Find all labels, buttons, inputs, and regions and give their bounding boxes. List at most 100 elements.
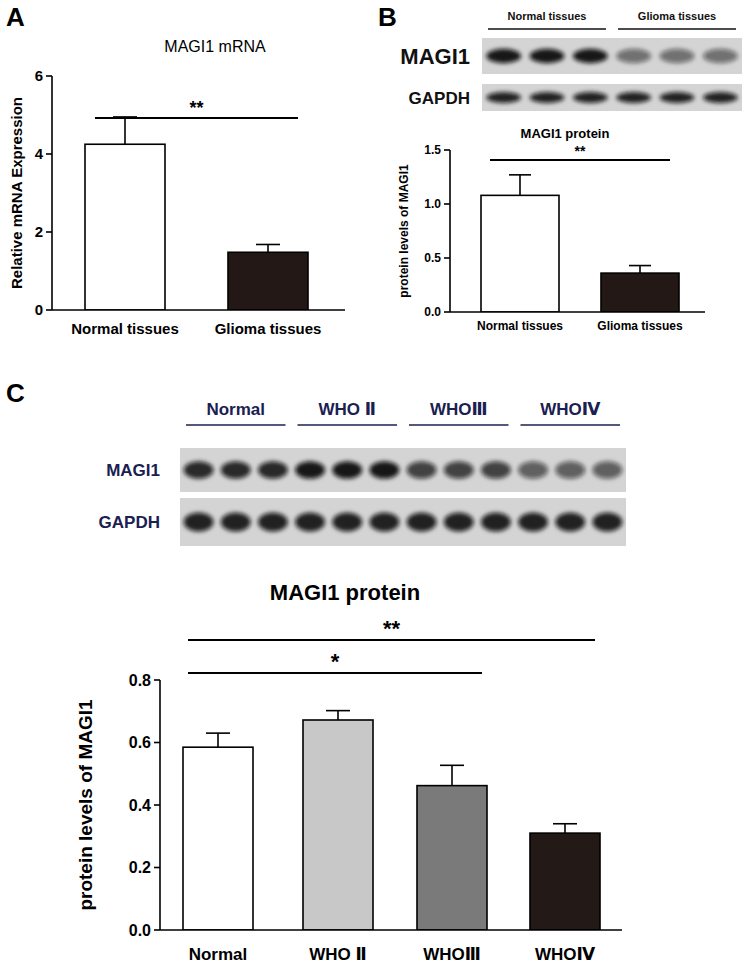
panel-letter: B: [378, 2, 397, 32]
x-tick-label: WHOⅢ: [423, 945, 481, 964]
bar-chart: CMAGI1 proteinprotein levels of MAGI10.0…: [6, 378, 622, 964]
error-stem: [519, 175, 521, 196]
magi1-band: [486, 49, 521, 63]
significance-label: *: [331, 649, 340, 674]
x-tick-label: Normal tissues: [71, 320, 179, 337]
blot-group-line: [521, 424, 621, 426]
significance-label: **: [575, 143, 586, 159]
y-tick: [154, 867, 160, 869]
error-cap: [509, 174, 531, 176]
error-cap: [326, 710, 350, 712]
magi1-band: [530, 49, 565, 63]
magi1-band: [660, 49, 695, 63]
magi1-band: [616, 49, 651, 63]
gapdh-band: [444, 512, 474, 531]
error-stem: [217, 733, 219, 747]
y-tick: [46, 75, 52, 77]
blot-group-label: Normal tissues: [508, 10, 587, 22]
y-tick: [444, 311, 450, 313]
gapdh-band: [221, 512, 251, 531]
error-cap: [206, 732, 230, 734]
bar-chart: AMAGI1 mRNARelative mRNA Expression0246N…: [6, 2, 345, 337]
error-stem: [124, 117, 126, 144]
significance-line: [490, 159, 670, 161]
y-tick-label: 0.5: [424, 251, 441, 265]
magi1-band: [221, 461, 251, 479]
bar: [530, 833, 600, 930]
y-tick: [154, 929, 160, 931]
y-tick-label: 0.6: [129, 734, 151, 751]
panel-letter: A: [6, 2, 25, 32]
gapdh-band: [555, 512, 585, 531]
error-bar: [509, 175, 531, 196]
y-tick: [154, 679, 160, 681]
magi1-band: [593, 461, 623, 479]
magi1-band: [184, 461, 214, 479]
bar: [417, 786, 487, 930]
blot-group-label: Glioma tissues: [638, 10, 716, 22]
x-tick-label: WHOⅣ: [535, 945, 596, 964]
blot-group-line: [409, 424, 509, 426]
significance-label: **: [383, 616, 401, 641]
y-tick-label: 2: [35, 223, 43, 240]
blot-group-line: [488, 28, 606, 30]
y-tick-label: 1.0: [424, 197, 441, 211]
y-tick: [444, 257, 450, 259]
gapdh-band: [486, 92, 521, 103]
x-axis-line: [450, 311, 705, 313]
x-tick-label: Glioma tissues: [215, 320, 322, 337]
error-bar: [256, 244, 280, 252]
error-cap: [440, 765, 464, 767]
magi1-band: [444, 461, 474, 479]
gapdh-band: [184, 512, 214, 531]
error-stem: [267, 244, 269, 252]
magi1-band: [573, 49, 608, 63]
x-axis-line: [160, 929, 622, 931]
error-cap: [553, 823, 577, 825]
gapdh-band: [370, 512, 400, 531]
magi1-band: [703, 49, 738, 63]
bar: [303, 720, 373, 930]
gapdh-band: [593, 512, 623, 531]
blot-strip: [482, 38, 742, 74]
y-tick-label: 0: [35, 301, 43, 318]
plot-marks: [183, 711, 600, 930]
y-tick: [46, 231, 52, 233]
blot-strip: [180, 448, 626, 492]
gapdh-band: [332, 512, 362, 531]
chart-title: MAGI1 protein: [521, 126, 610, 141]
y-tick: [46, 309, 52, 311]
error-bar: [553, 824, 577, 833]
panel-letter: C: [6, 378, 25, 408]
y-tick: [154, 804, 160, 806]
blot-strip: [180, 498, 626, 546]
x-tick-label: Normal: [189, 945, 248, 964]
magi1-band: [407, 461, 437, 479]
bar: [601, 273, 679, 312]
bar: [85, 144, 165, 310]
gapdh-band: [407, 512, 437, 531]
bar: [228, 252, 308, 310]
blot-row-label: GAPDH: [409, 89, 470, 108]
magi1-band: [518, 461, 548, 479]
plot-marks: [85, 117, 308, 310]
x-tick-label: WHO Ⅱ: [309, 945, 366, 964]
y-tick-label: 0.0: [129, 922, 151, 939]
y-tick-label: 0.0: [424, 305, 441, 319]
western-blot: Normal tissues Glioma tissues MAGI1 GAPDH: [400, 10, 742, 111]
blot-group-label: Normal: [206, 400, 265, 419]
blot-group-line: [618, 28, 736, 30]
chart-title: MAGI1 protein: [270, 580, 420, 605]
magi1-band: [258, 461, 288, 479]
error-bar: [440, 765, 464, 785]
gapdh-band: [573, 92, 608, 103]
error-cap: [256, 244, 280, 246]
blot-group-line: [298, 424, 398, 426]
western-blot: NormalWHO ⅡWHOⅢWHOⅣMAGI1GAPDH: [99, 400, 626, 546]
error-stem: [451, 765, 453, 785]
blot-row-label: MAGI1: [400, 44, 470, 69]
gapdh-band: [481, 512, 511, 531]
gapdh-band: [518, 512, 548, 531]
y-tick-label: 4: [35, 145, 44, 162]
error-bar: [206, 733, 230, 747]
